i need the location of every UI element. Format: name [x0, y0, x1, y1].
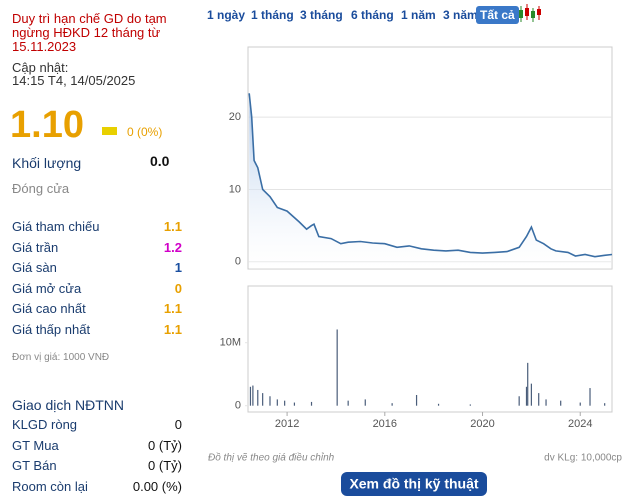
volume-bar	[347, 400, 349, 406]
range-tab[interactable]: 1 tháng	[251, 8, 294, 22]
price-area	[249, 93, 612, 269]
volume-bar	[257, 389, 259, 406]
volume-bar	[604, 403, 606, 406]
tech-button-label[interactable]: Xem đồ thị kỹ thuật	[349, 476, 478, 492]
volume-bar	[310, 401, 313, 406]
y-tick-label: 0	[235, 400, 241, 412]
volume-frame	[247, 285, 613, 413]
row-label: Giá sàn	[12, 260, 57, 275]
volume-bar	[469, 404, 471, 406]
foreign-title: Giao dịch NĐTNN	[12, 397, 125, 413]
volume-bar	[276, 399, 278, 406]
volume-bar	[545, 399, 547, 406]
row-value: 1.1	[163, 219, 182, 234]
range-tab[interactable]: 3 năm	[443, 8, 478, 22]
foreign-value: 0 (Tỷ)	[148, 458, 182, 473]
foreign-label: KLGD ròng	[12, 417, 78, 432]
volume-bar	[538, 393, 540, 406]
volume-label: Khối lượng	[12, 155, 82, 171]
row-label: Giá mở cửa	[12, 280, 82, 296]
foreign-value: 0.00 (%)	[132, 478, 182, 494]
volume-bar	[269, 396, 271, 406]
foreign-value: 0 (Tỷ)	[148, 437, 182, 453]
y-tick-label: 0	[235, 256, 241, 268]
row-value: 1.1	[163, 321, 182, 337]
update-label: Cập nhật:	[12, 60, 69, 75]
range-tab[interactable]: 3 tháng	[300, 8, 343, 22]
unit-note: Đơn vị giá: 1000 VNĐ	[12, 352, 110, 363]
foreign-label: GT Mua	[12, 437, 59, 453]
change: 0 (0%)	[127, 125, 163, 139]
range-tab[interactable]: 6 tháng	[351, 8, 394, 22]
volume-bar	[560, 400, 562, 406]
price-line	[248, 93, 613, 258]
chart-unit: dv KLg: 10,000cp	[544, 453, 622, 464]
y-tick-label: 20	[229, 111, 241, 123]
volume-bar	[525, 386, 528, 406]
row-value: 1.2	[163, 239, 182, 255]
candle-icon	[519, 4, 541, 22]
update-time: 14:15 T4, 14/05/2025	[12, 73, 136, 88]
volume-bar	[364, 399, 366, 406]
range-tab[interactable]: 1 ngày	[207, 8, 246, 22]
row-label: Giá thấp nhất	[12, 321, 91, 337]
y-tick-label: 10M	[220, 337, 241, 349]
volume-bar	[284, 400, 286, 406]
volume-bar	[391, 403, 393, 406]
volume-bar	[437, 403, 440, 406]
volume-bar	[293, 402, 296, 406]
notice: Duy trì hạn chế GD do tạm ngừng HĐKD 12 …	[12, 11, 167, 54]
volume-bar	[262, 393, 264, 406]
row-value: 1	[174, 260, 182, 275]
tech-button[interactable]	[341, 472, 487, 496]
foreign-label: GT Bán	[12, 458, 57, 473]
row-label: Giá tham chiếu	[12, 219, 100, 234]
volume-bar	[518, 396, 520, 406]
x-tick-label: 2016	[373, 418, 397, 430]
row-label: Giá cao nhất	[12, 301, 86, 316]
price: 1.10	[10, 104, 84, 146]
row-label: Giá trần	[12, 239, 59, 255]
volume-bar	[530, 383, 532, 406]
flat-icon	[102, 127, 117, 135]
x-tick-label: 2012	[275, 418, 299, 430]
x-tick-label: 2020	[470, 418, 494, 430]
row-value: 1.1	[163, 301, 182, 316]
volume-bar	[527, 362, 529, 406]
range-tab[interactable]: 1 năm	[401, 8, 436, 22]
row-value: 0	[174, 280, 182, 296]
volume-bar	[579, 402, 581, 406]
volume-bar	[249, 386, 252, 406]
volume-bar	[252, 385, 254, 406]
volume: 0.0	[150, 153, 170, 169]
foreign-value: 0	[174, 417, 182, 432]
foreign-label: Room còn lại	[12, 478, 88, 494]
range-tab[interactable]: Tất cả	[476, 6, 519, 24]
volume-bar	[415, 394, 418, 406]
volume-bar	[336, 329, 338, 406]
y-tick-label: 10	[229, 183, 241, 195]
close-label: Đóng cửa	[12, 181, 70, 196]
chart-note: Đồ thị vẽ theo giá điều chỉnh	[208, 452, 335, 464]
volume-bar	[589, 388, 591, 406]
x-tick-label: 2024	[568, 418, 592, 430]
